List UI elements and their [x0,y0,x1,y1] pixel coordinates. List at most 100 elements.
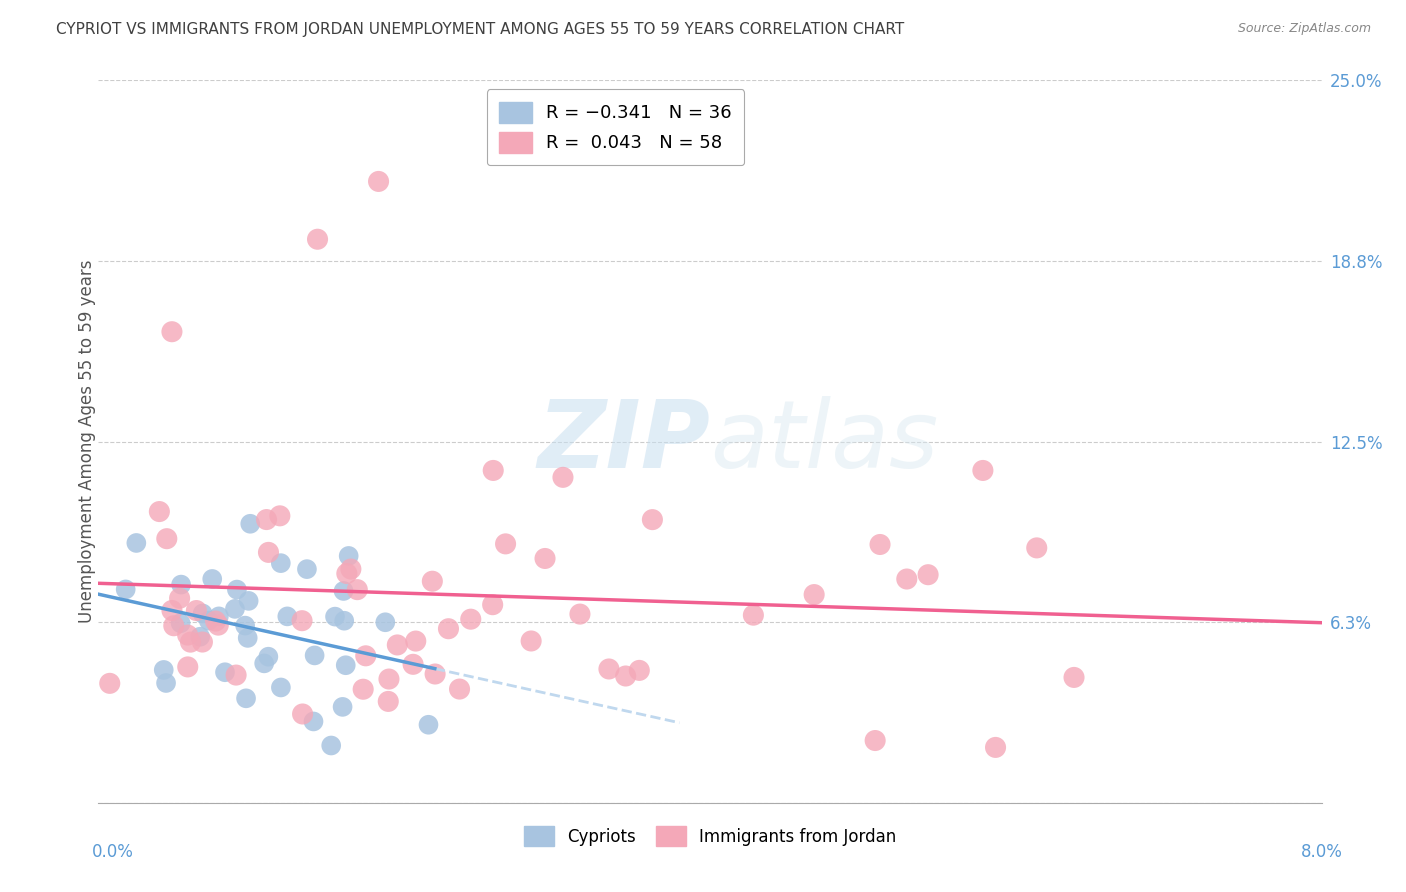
Point [449,681,471,696]
Point [803,588,825,602]
Point [917,567,939,582]
Point [236,631,259,645]
Point [235,691,257,706]
Point [160,603,183,617]
Point [402,657,425,672]
Point [197,614,219,628]
Point [239,516,262,531]
Point [269,508,291,523]
Point [186,603,208,617]
Point [437,622,460,636]
Point [333,614,356,628]
Text: atlas: atlas [710,396,938,487]
Point [354,648,377,663]
Point [568,607,591,621]
Point [628,664,651,678]
Point [152,663,174,677]
Point [191,635,214,649]
Point [169,591,191,606]
Point [207,618,229,632]
Point [253,657,276,671]
Point [179,635,201,649]
Point [377,694,399,708]
Point [641,513,664,527]
Point [224,602,246,616]
Point [869,537,891,551]
Point [495,537,517,551]
Point [1025,541,1047,555]
Point [323,609,346,624]
Point [598,662,620,676]
Point [256,512,278,526]
Point [191,607,214,621]
Point [896,572,918,586]
Point [170,577,193,591]
Point [214,665,236,680]
Point [374,615,396,630]
Point [534,551,557,566]
Point [98,676,121,690]
Point [155,676,177,690]
Point [520,634,543,648]
Point [304,648,326,663]
Text: ZIP: ZIP [537,395,710,488]
Point [1063,670,1085,684]
Point [332,699,354,714]
Point [291,706,314,721]
Point [460,612,482,626]
Point [346,582,368,597]
Point [276,609,298,624]
Point [208,609,231,624]
Point [176,628,198,642]
Point [367,174,389,188]
Legend: Cypriots, Immigrants from Jordan: Cypriots, Immigrants from Jordan [517,820,903,852]
Point [257,649,280,664]
Text: 8.0%: 8.0% [1301,843,1343,861]
Text: 0.0%: 0.0% [91,843,134,861]
Point [160,325,183,339]
Point [233,618,256,632]
Point [177,660,200,674]
Point [482,463,505,477]
Point [551,470,574,484]
Point [378,672,401,686]
Point [418,717,440,731]
Point [420,574,443,589]
Point [201,572,224,586]
Point [114,582,136,597]
Point [226,582,249,597]
Point [148,504,170,518]
Point [337,549,360,563]
Point [972,463,994,477]
Y-axis label: Unemployment Among Ages 55 to 59 years: Unemployment Among Ages 55 to 59 years [79,260,96,624]
Point [163,618,186,632]
Point [387,638,409,652]
Point [169,616,191,631]
Point [291,614,314,628]
Point [204,614,226,628]
Point [340,562,363,576]
Point [423,667,446,681]
Point [984,740,1007,755]
Point [321,739,343,753]
Point [863,733,886,747]
Point [614,669,637,683]
Point [352,682,374,697]
Point [257,545,280,559]
Point [332,584,354,599]
Point [125,536,148,550]
Text: Source: ZipAtlas.com: Source: ZipAtlas.com [1237,22,1371,36]
Point [335,658,357,673]
Point [188,630,211,644]
Point [307,232,329,246]
Point [302,714,325,729]
Point [336,566,359,581]
Point [156,532,179,546]
Point [295,562,318,576]
Text: CYPRIOT VS IMMIGRANTS FROM JORDAN UNEMPLOYMENT AMONG AGES 55 TO 59 YEARS CORRELA: CYPRIOT VS IMMIGRANTS FROM JORDAN UNEMPL… [56,22,904,37]
Point [270,556,292,570]
Point [405,634,427,648]
Point [481,598,503,612]
Point [225,668,247,682]
Point [270,681,292,695]
